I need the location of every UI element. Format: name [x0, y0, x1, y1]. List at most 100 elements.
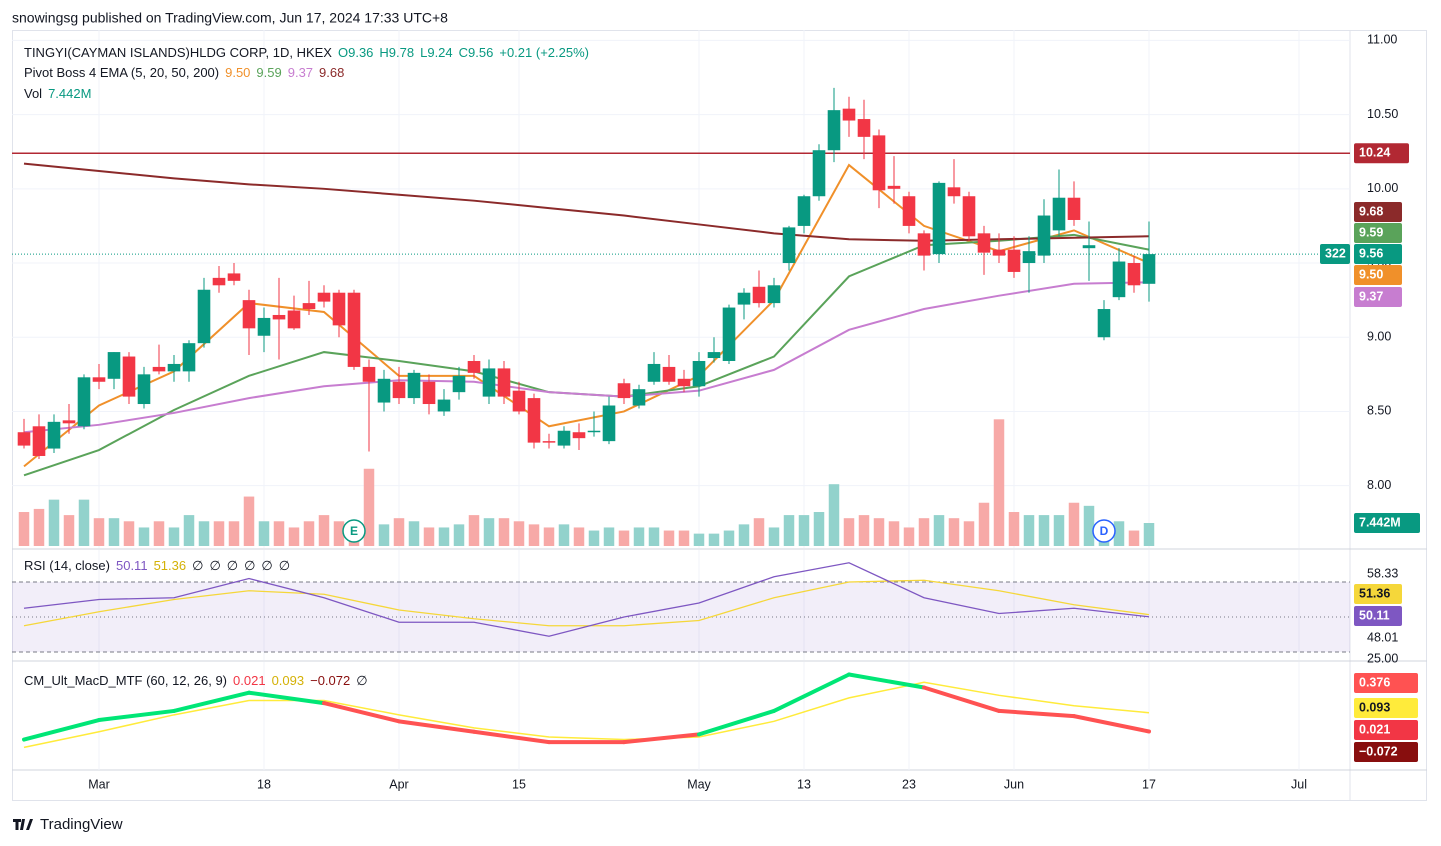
volume-bar [138, 527, 150, 546]
candle-body [1112, 261, 1126, 298]
volume-bar [498, 518, 510, 546]
volume-bar [483, 518, 495, 546]
macd-tag-bg [1354, 698, 1418, 718]
legend-item: ∅ [279, 558, 290, 573]
candle-body [677, 378, 691, 387]
macd-tag-bg [1354, 742, 1418, 762]
candle-body [512, 390, 526, 412]
candle-body [692, 360, 706, 387]
hline-tag-bg [1354, 143, 1409, 164]
candle-body [977, 233, 991, 253]
volume-bar [798, 515, 810, 546]
volume-bar [1008, 512, 1020, 546]
candle-body [932, 182, 946, 255]
footer-logo: TradingView [13, 816, 123, 833]
candle-body [632, 389, 646, 406]
candle-body [1127, 263, 1141, 286]
macd-segment [622, 732, 701, 745]
countdown-tag: 322 [1325, 246, 1346, 260]
legend-item: ∅ [261, 558, 272, 573]
legend-item: 0.021 [233, 673, 266, 688]
candle-body [797, 196, 811, 226]
macd-segment [697, 708, 776, 737]
candle-body [827, 110, 841, 151]
volume-bar [423, 527, 435, 546]
macd-segment [397, 719, 476, 734]
legend-item: +0.21 (+2.25%) [499, 45, 589, 60]
candle-body [557, 430, 571, 446]
macd-segment [322, 701, 401, 724]
event-marker [1092, 519, 1116, 543]
candle-body [137, 374, 151, 405]
legend-item: RSI (14, close) [24, 558, 110, 573]
rsi-tag: 51.36 [1359, 586, 1390, 600]
volume-bar [573, 527, 585, 546]
price-tag-bg [1354, 244, 1402, 264]
volume-bar [243, 496, 255, 546]
volume-bar [618, 530, 630, 546]
x-tick-label: Apr [389, 777, 408, 791]
legend-item: −0.072 [310, 673, 350, 688]
volume-bar [453, 524, 465, 546]
volume-bar [888, 521, 900, 546]
legend-item: 50.11 [116, 558, 148, 573]
candle-body [482, 368, 496, 397]
ema-tag-bg [1354, 223, 1402, 243]
volume-bar [1143, 523, 1155, 546]
macd-segment [1072, 714, 1151, 734]
candle-body [1007, 249, 1021, 272]
volume-bar [603, 527, 615, 546]
legend-item: L9.24 [420, 45, 453, 60]
volume-bar [738, 524, 750, 546]
volume-bar [168, 527, 180, 546]
ema-line [23, 162, 1150, 242]
rsi-tag-bg [1354, 584, 1402, 604]
x-tick-label: Jul [1291, 777, 1307, 791]
candle-body [572, 432, 586, 439]
volume-bar [438, 527, 450, 546]
legend-item: TINGYI(CAYMAN ISLANDS)HLDG CORP, 1D, HKE… [24, 45, 332, 60]
candle-body [107, 352, 121, 379]
candle-body [77, 377, 91, 427]
legend-item: O9.36 [338, 45, 373, 60]
candle-body [587, 430, 601, 433]
x-tick-label: Mar [88, 777, 110, 791]
candle-body [872, 135, 886, 191]
ema-tag: 9.37 [1359, 289, 1383, 303]
volume-bar [153, 521, 165, 546]
volume-bar [513, 521, 525, 546]
macd-segment [247, 690, 326, 706]
volume-bar [588, 530, 600, 546]
candle-body [302, 303, 316, 310]
rsi-pane [12, 562, 1350, 653]
macd-pane [22, 672, 1151, 749]
candle-body [452, 375, 466, 393]
candle-body [722, 307, 736, 361]
volume-bar [753, 518, 765, 546]
candle-body [1067, 197, 1081, 220]
legend-item: 9.37 [288, 65, 313, 80]
candle-body [527, 398, 541, 443]
macd-segment [22, 718, 101, 742]
macd-segment [97, 708, 176, 723]
candle-body [1082, 245, 1096, 249]
volume-bar [1083, 505, 1095, 546]
x-tick-label: 23 [902, 777, 916, 791]
ema-line [23, 163, 1150, 468]
legend-item: H9.78 [379, 45, 414, 60]
volume-bar [303, 521, 315, 546]
legend-item: ∅ [244, 558, 255, 573]
legend-item: ∅ [209, 558, 220, 573]
legend-item: 51.36 [154, 558, 187, 573]
ema-tag-bg [1354, 202, 1402, 222]
x-tick-label: 15 [512, 777, 526, 791]
ema-tag: 9.50 [1359, 267, 1383, 281]
volume-bar [468, 515, 480, 546]
volume-bar [783, 515, 795, 546]
rsi-legend: RSI (14, close) 50.11 51.36 ∅ ∅ ∅ ∅ ∅ ∅ [24, 558, 290, 573]
candle-body [317, 292, 331, 302]
volume-bar [1128, 530, 1140, 546]
candle-body [332, 292, 346, 326]
ema-tag-bg [1354, 287, 1402, 307]
ema-tag-bg [1354, 265, 1402, 285]
